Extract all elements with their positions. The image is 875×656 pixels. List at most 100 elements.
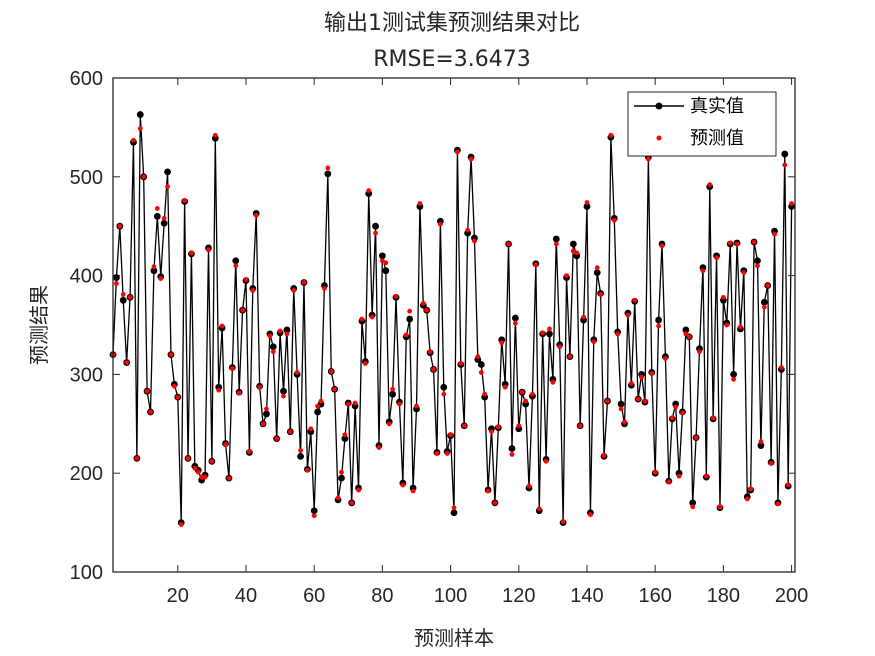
pred-point <box>257 384 263 390</box>
pred-point <box>212 132 218 138</box>
true-point <box>552 235 560 243</box>
pred-point <box>581 314 586 320</box>
pred-point <box>772 231 777 237</box>
pred-point <box>489 429 494 435</box>
pred-point <box>564 273 569 278</box>
pred-point <box>349 500 355 506</box>
pred-point <box>727 240 733 246</box>
pred-point <box>403 332 409 338</box>
pred-point <box>635 396 641 402</box>
pred-point <box>376 445 382 450</box>
pred-point <box>628 380 634 386</box>
pred-point <box>748 486 754 492</box>
pred-point <box>199 474 205 480</box>
pred-point <box>291 288 297 293</box>
pred-point <box>233 263 239 269</box>
y-tick-label: 200 <box>70 463 103 485</box>
true-point <box>781 150 789 158</box>
pred-point <box>373 230 378 236</box>
true-point <box>263 410 270 418</box>
x-tick-label: 160 <box>639 585 672 607</box>
pred-point <box>775 501 781 507</box>
pred-point <box>287 429 293 435</box>
pred-point <box>144 388 150 394</box>
true-point <box>378 252 386 260</box>
true-point <box>477 361 485 368</box>
pred-point <box>400 482 406 488</box>
pred-point <box>311 513 317 519</box>
pred-point <box>526 483 532 489</box>
pred-point <box>270 349 276 355</box>
true-point <box>508 445 516 452</box>
true-point <box>164 168 171 176</box>
pred-point <box>758 439 764 444</box>
pred-point <box>424 307 430 313</box>
true-point <box>338 474 345 482</box>
pred-point <box>434 451 440 456</box>
pred-point <box>642 398 648 404</box>
true-point <box>113 274 120 281</box>
pred-point <box>523 398 529 404</box>
true-point <box>617 400 625 408</box>
pred-point <box>253 212 259 218</box>
legend-marker-pred <box>656 135 662 141</box>
pred-point <box>465 227 471 233</box>
pred-point <box>158 276 164 281</box>
pred-point <box>645 156 651 162</box>
x-tick-label: 40 <box>235 585 257 607</box>
true-point <box>754 257 761 265</box>
pred-point <box>192 465 198 471</box>
pred-point <box>298 448 303 453</box>
true-point <box>280 387 287 395</box>
pred-point <box>216 387 222 393</box>
pred-point <box>284 331 290 337</box>
true-point <box>314 408 321 416</box>
chart-title: 输出1测试集预测结果对比 <box>324 11 580 36</box>
pred-point <box>236 390 242 396</box>
pred-point <box>451 505 457 511</box>
pred-point <box>611 217 617 223</box>
pred-point <box>741 270 747 276</box>
x-tick-label: 120 <box>502 585 535 607</box>
pred-point <box>325 165 331 171</box>
pred-point <box>659 243 665 249</box>
pred-point <box>437 221 443 227</box>
true-point <box>406 315 414 323</box>
pred-point <box>734 241 740 247</box>
pred-point <box>366 188 372 194</box>
pred-point <box>632 297 638 303</box>
series-true-line <box>112 113 793 524</box>
pred-point <box>673 404 679 410</box>
true-point <box>153 212 161 220</box>
pred-point <box>543 458 549 464</box>
true-point <box>583 203 591 210</box>
pred-point <box>417 201 423 206</box>
pred-point <box>328 369 334 374</box>
pred-point <box>154 206 160 211</box>
pred-point <box>495 424 501 430</box>
pred-point <box>441 391 447 397</box>
pred-point <box>547 326 552 332</box>
true-point <box>440 383 448 391</box>
pred-point <box>393 293 399 299</box>
pred-point <box>598 291 604 297</box>
pred-point <box>397 401 402 407</box>
axes-box <box>112 77 796 573</box>
true-point <box>372 222 379 230</box>
pred-point <box>738 324 743 330</box>
series-layer <box>109 111 795 527</box>
pred-point <box>345 401 351 407</box>
tick-labels: 20 40 60 80 100 120 140 160 180 200 100 200 300 400 50… <box>70 68 809 607</box>
pred-point <box>127 294 133 300</box>
pred-point <box>499 340 505 346</box>
y-tick-label: 500 <box>70 167 103 189</box>
pred-point <box>768 460 774 466</box>
pred-point <box>761 304 767 310</box>
pred-point <box>117 223 123 229</box>
pred-point <box>315 403 320 409</box>
pred-point <box>472 238 477 244</box>
pred-point <box>260 421 266 427</box>
pred-point <box>267 333 273 339</box>
legend-box <box>627 91 777 157</box>
pred-point <box>714 255 719 261</box>
